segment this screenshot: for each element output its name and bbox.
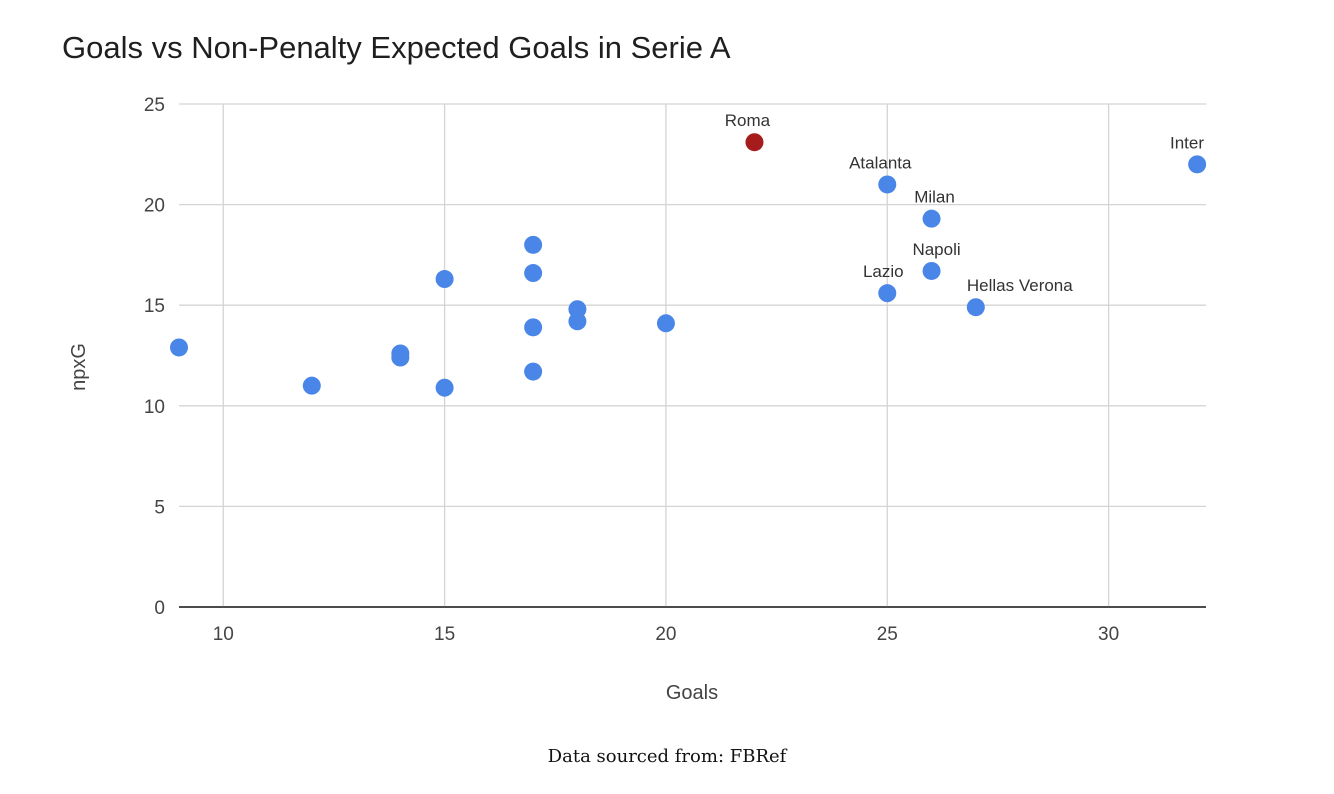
chart-title: Goals vs Non-Penalty Expected Goals in S…	[62, 30, 731, 65]
data-point	[524, 362, 543, 381]
y-tick-label: 10	[144, 397, 165, 418]
data-point	[170, 338, 188, 357]
y-tick-label: 0	[154, 598, 165, 619]
data-point	[391, 348, 410, 367]
data-point-milan	[922, 209, 941, 228]
data-point	[524, 318, 543, 337]
x-tick-label: 10	[213, 624, 234, 645]
data-point	[568, 312, 587, 331]
data-points	[170, 133, 1207, 397]
y-tick-label: 5	[154, 497, 165, 518]
data-point-lazio	[878, 284, 897, 303]
data-point	[524, 264, 543, 283]
point-label: Hellas Verona	[967, 276, 1073, 295]
x-tick-label: 30	[1098, 624, 1119, 645]
y-tick-label: 20	[144, 196, 165, 217]
grid-lines	[179, 103, 1206, 608]
data-point	[524, 235, 543, 254]
data-point-hellas-verona	[966, 298, 985, 317]
data-point	[435, 378, 454, 397]
x-tick-label: 25	[877, 624, 898, 645]
data-point	[302, 376, 321, 395]
data-point	[656, 314, 675, 333]
data-point-napoli	[922, 261, 941, 280]
x-tick-label: 20	[655, 624, 676, 645]
data-point-inter	[1188, 155, 1207, 174]
point-label: Milan	[914, 188, 955, 207]
data-point-atalanta	[878, 175, 897, 194]
data-point-roma	[745, 133, 764, 152]
point-label: Inter	[1170, 133, 1204, 152]
x-tick-label: 15	[434, 624, 455, 645]
point-label: Lazio	[863, 262, 904, 281]
data-point	[435, 270, 454, 289]
point-label: Roma	[725, 111, 771, 130]
y-tick-label: 25	[144, 95, 165, 116]
data-source-caption: Data sourced from: FBRef	[547, 746, 787, 767]
x-axis-label: Goals	[666, 682, 718, 704]
axis-ticks: 0 5 10 15 20 25 10 15 20 25 30	[144, 95, 1119, 645]
y-axis-label: npxG	[68, 343, 90, 391]
point-label: Atalanta	[849, 153, 912, 172]
scatter-chart: Goals vs Non-Penalty Expected Goals in S…	[62, 30, 1207, 704]
y-tick-label: 15	[144, 296, 165, 317]
point-label: Napoli	[912, 240, 960, 259]
